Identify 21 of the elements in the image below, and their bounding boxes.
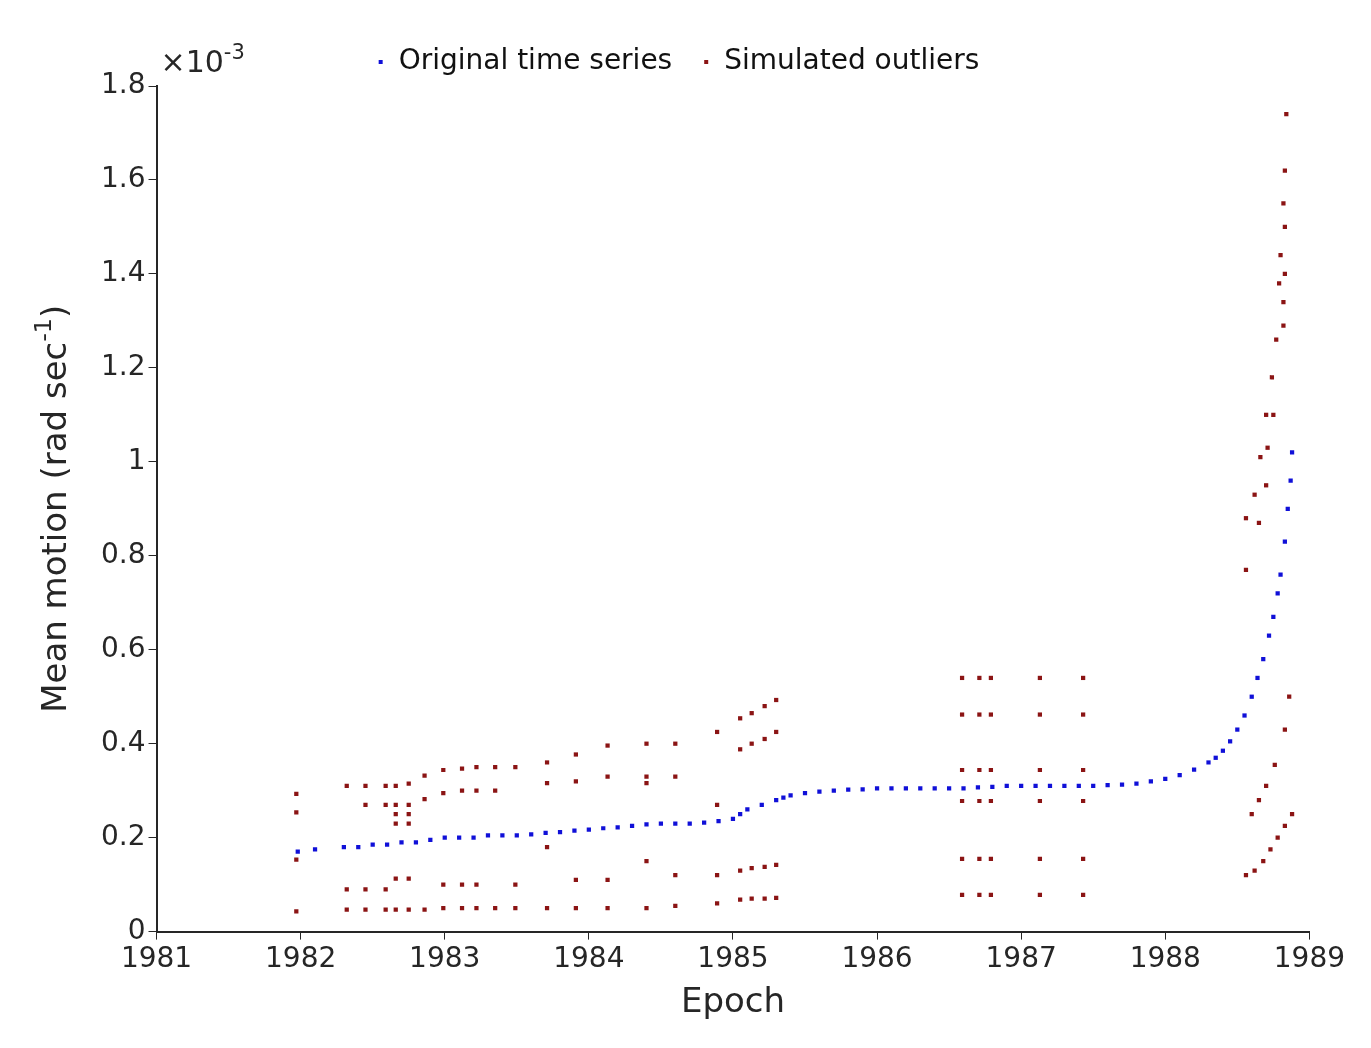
- x-axis-title: Epoch: [680, 980, 785, 1021]
- y-tick-label: 0.2: [101, 818, 146, 852]
- y-tick-label: 1.2: [101, 349, 146, 383]
- y-tick-label: 1.6: [101, 161, 146, 195]
- y-tick-label: 0.8: [101, 537, 146, 571]
- y-tick-label: 0.6: [101, 631, 146, 665]
- y-tick-label: 1.8: [101, 67, 146, 101]
- x-tick-label: 1987: [985, 940, 1057, 974]
- x-tick-label: 1985: [697, 940, 769, 974]
- y-axis-title: Mean motion (rad sec-1): [28, 304, 74, 713]
- x-tick-label: 1984: [553, 940, 625, 974]
- legend-label: Simulated outliers: [724, 43, 980, 77]
- legend-label: Original time series: [398, 43, 673, 77]
- x-tick-label: 1983: [409, 940, 481, 974]
- y-tick-label: 1: [127, 443, 146, 477]
- y-tick-label: 0.4: [101, 724, 146, 758]
- x-tick-label: 1982: [265, 940, 337, 974]
- x-tick-label: 1988: [1129, 940, 1201, 974]
- x-tick-label: 1989: [1273, 940, 1345, 974]
- x-tick-label: 1986: [841, 940, 913, 974]
- y-tick-label: 1.4: [101, 255, 146, 289]
